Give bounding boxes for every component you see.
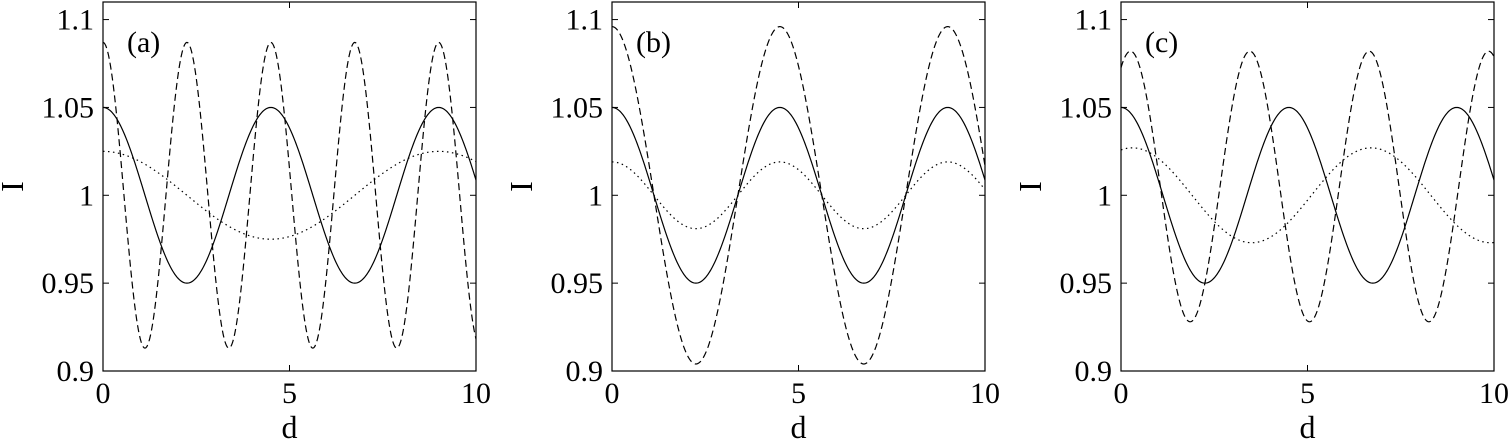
x-axis-label: d: [1300, 409, 1316, 444]
x-tick-label: 0: [96, 377, 111, 410]
y-tick-label: 1: [588, 179, 603, 212]
series-line-dotted: [103, 150, 477, 240]
panel-label: (c): [1145, 26, 1178, 59]
series-line-dotted: [611, 161, 986, 230]
x-axis-label: d: [791, 409, 807, 444]
y-axis-label: I: [1012, 181, 1048, 192]
y-axis-label: I: [503, 181, 539, 192]
panel-label: (b): [636, 26, 671, 59]
x-tick-label: 5: [791, 377, 806, 410]
y-tick-label: 0.95: [1060, 267, 1113, 300]
series-line-dashed: [102, 41, 477, 349]
x-tick-label: 10: [1479, 377, 1509, 410]
panel-label: (a): [127, 26, 160, 59]
y-tick-label: 1.1: [566, 4, 604, 37]
y-tick-label: 0.9: [57, 355, 95, 388]
series-line-dotted: [1120, 147, 1495, 244]
y-tick-label: 1.1: [1075, 4, 1113, 37]
x-axis-label: d: [282, 409, 298, 444]
series-line-solid: [611, 106, 986, 284]
x-tick-label: 5: [1300, 377, 1315, 410]
series-line-solid: [102, 106, 477, 284]
y-tick-label: 1: [1097, 179, 1112, 212]
x-tick-label: 10: [461, 377, 491, 410]
y-tick-label: 1.05: [1060, 91, 1113, 124]
x-tick-label: 10: [970, 377, 1000, 410]
y-tick-label: 0.95: [551, 267, 604, 300]
chart-panel-2: 0.9 0.95 1 1.05 1.1 0 5 10 d I (b): [503, 1, 1000, 444]
y-axis-label: I: [0, 181, 30, 192]
series-line-solid: [1120, 106, 1495, 284]
y-tick-label: 0.95: [42, 267, 95, 300]
x-tick-label: 0: [1114, 377, 1129, 410]
series-line-dashed: [1120, 50, 1495, 323]
x-tick-label: 5: [282, 377, 297, 410]
y-tick-label: 1.05: [551, 91, 604, 124]
y-tick-label: 0.9: [566, 355, 604, 388]
y-tick-label: 0.9: [1075, 355, 1113, 388]
y-tick-label: 1: [79, 179, 94, 212]
series-line-dashed: [611, 25, 986, 365]
x-tick-label: 0: [605, 377, 620, 410]
y-tick-label: 1.05: [42, 91, 95, 124]
y-tick-label: 1.1: [57, 4, 95, 37]
chart-panel-3: 0.9 0.95 1 1.05 1.1 0 5 10 d I (c): [1012, 1, 1509, 444]
chart-panel-1: 0.9 0.95 1 1.05 1.1 0 5 10 d I (a): [0, 1, 491, 444]
